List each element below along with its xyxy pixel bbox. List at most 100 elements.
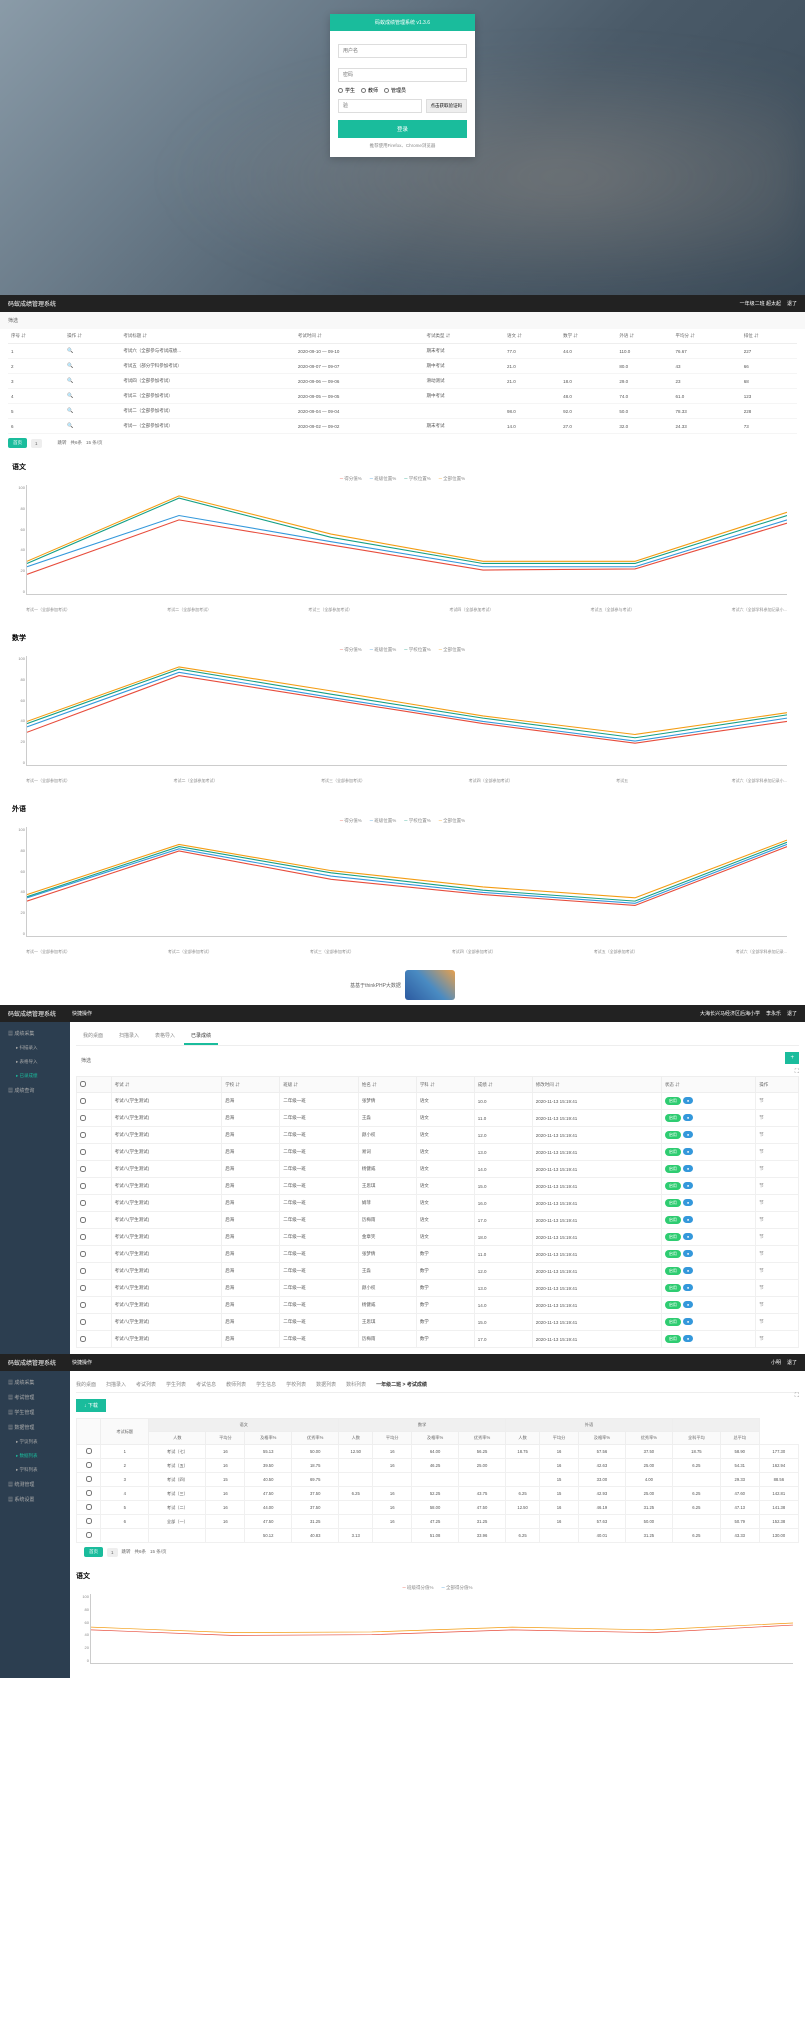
password-input[interactable] bbox=[338, 68, 467, 82]
tab[interactable]: 一年级二班 > 考试成绩 bbox=[376, 1381, 427, 1388]
row-action[interactable]: 节 bbox=[759, 1183, 764, 1188]
row-checkbox[interactable] bbox=[80, 1098, 86, 1104]
row-checkbox[interactable] bbox=[80, 1217, 86, 1223]
select-all-checkbox[interactable] bbox=[80, 1081, 86, 1087]
col-header[interactable]: 排位 ⇵ bbox=[741, 329, 797, 344]
row-checkbox[interactable] bbox=[86, 1532, 92, 1538]
row-action[interactable]: 节 bbox=[759, 1149, 764, 1154]
col-header[interactable]: 学校 ⇵ bbox=[222, 1077, 280, 1093]
row-checkbox[interactable] bbox=[80, 1132, 86, 1138]
row-checkbox[interactable] bbox=[80, 1149, 86, 1155]
row-checkbox[interactable] bbox=[80, 1234, 86, 1240]
maximize-icon[interactable]: ⛶ bbox=[795, 1393, 799, 1400]
view-icon[interactable]: 🔍 bbox=[67, 378, 73, 384]
tab[interactable]: 扫描录入 bbox=[106, 1381, 126, 1388]
role-admin[interactable]: 管理员 bbox=[384, 87, 406, 94]
sidebar-item[interactable]: ▸ 扫描录入 bbox=[0, 1041, 70, 1055]
pager-perpage[interactable]: 15 条/页 bbox=[86, 440, 103, 446]
row-checkbox[interactable] bbox=[86, 1490, 92, 1496]
col-header[interactable]: 平均分 ⇵ bbox=[672, 329, 740, 344]
row-action[interactable]: 节 bbox=[759, 1319, 764, 1324]
row-checkbox[interactable] bbox=[80, 1183, 86, 1189]
row-action[interactable]: 节 bbox=[759, 1285, 764, 1290]
sidebar-item[interactable]: ▦ 成绩查询 bbox=[0, 1083, 70, 1098]
view-icon[interactable]: 🔍 bbox=[67, 363, 73, 369]
logout-link[interactable]: 退了 bbox=[787, 300, 797, 307]
tab[interactable]: 数科列表 bbox=[346, 1381, 366, 1388]
col-header[interactable]: 序号 ⇵ bbox=[8, 329, 64, 344]
login-button[interactable]: 登录 bbox=[338, 120, 467, 138]
row-checkbox[interactable] bbox=[80, 1251, 86, 1257]
col-header[interactable]: 外语 ⇵ bbox=[616, 329, 672, 344]
maximize-icon[interactable]: ⛶ bbox=[795, 1069, 799, 1076]
sidebar-item[interactable]: ▸ 学科列表 bbox=[0, 1463, 70, 1477]
row-checkbox[interactable] bbox=[80, 1302, 86, 1308]
col-header[interactable]: 语文 ⇵ bbox=[504, 329, 560, 344]
tab[interactable]: 我的桌面 bbox=[76, 1028, 110, 1045]
tab[interactable]: 扫描录入 bbox=[112, 1028, 146, 1045]
col-header[interactable]: 考试类型 ⇵ bbox=[424, 329, 505, 344]
row-checkbox[interactable] bbox=[86, 1476, 92, 1482]
col-header[interactable]: 考试 ⇵ bbox=[111, 1077, 222, 1093]
row-checkbox[interactable] bbox=[86, 1504, 92, 1510]
captcha-input[interactable] bbox=[338, 99, 422, 113]
role-student[interactable]: 学生 bbox=[338, 87, 355, 94]
view-icon[interactable]: 🔍 bbox=[67, 423, 73, 429]
row-action[interactable]: 节 bbox=[759, 1098, 764, 1103]
sidebar-item[interactable]: ▦ 成绩采集 bbox=[0, 1026, 70, 1041]
tab[interactable]: 我的桌面 bbox=[76, 1381, 96, 1388]
col-header[interactable]: 数学 ⇵ bbox=[560, 329, 616, 344]
row-checkbox[interactable] bbox=[86, 1448, 92, 1454]
row-checkbox[interactable] bbox=[86, 1518, 92, 1524]
row-action[interactable]: 节 bbox=[759, 1268, 764, 1273]
sidebar-item[interactable]: ▸ 学议列表 bbox=[0, 1435, 70, 1449]
username-input[interactable] bbox=[338, 44, 467, 58]
col-header[interactable]: 操作 bbox=[756, 1077, 799, 1093]
row-checkbox[interactable] bbox=[80, 1115, 86, 1121]
row-action[interactable]: 节 bbox=[759, 1166, 764, 1171]
row-action[interactable]: 节 bbox=[759, 1217, 764, 1222]
col-header[interactable]: 姓名 ⇵ bbox=[358, 1077, 416, 1093]
row-action[interactable]: 节 bbox=[759, 1132, 764, 1137]
tab[interactable]: 考试列表 bbox=[136, 1381, 156, 1388]
tab[interactable]: 教师列表 bbox=[226, 1381, 246, 1388]
row-checkbox[interactable] bbox=[80, 1166, 86, 1172]
sidebar-item[interactable]: ▸ 数据列表 bbox=[0, 1449, 70, 1463]
tab[interactable]: 已录成绩 bbox=[184, 1028, 218, 1045]
row-action[interactable]: 节 bbox=[759, 1115, 764, 1120]
sidebar-item[interactable]: ▦ 数据管理 bbox=[0, 1420, 70, 1435]
sidebar-item[interactable]: ▦ 系统设置 bbox=[0, 1492, 70, 1507]
row-action[interactable]: 节 bbox=[759, 1234, 764, 1239]
col-header[interactable]: 学科 ⇵ bbox=[416, 1077, 474, 1093]
download-button[interactable]: ↓ 下载 bbox=[76, 1399, 106, 1412]
row-checkbox[interactable] bbox=[80, 1336, 86, 1342]
tab[interactable]: 数据列表 bbox=[316, 1381, 336, 1388]
pager-current[interactable]: 1 bbox=[31, 439, 42, 448]
col-header[interactable] bbox=[77, 1077, 112, 1093]
row-action[interactable]: 节 bbox=[759, 1302, 764, 1307]
pager-first[interactable]: 首页 bbox=[8, 438, 27, 448]
pager-perpage[interactable]: 15 条/页 bbox=[150, 1549, 167, 1555]
view-icon[interactable]: 🔍 bbox=[67, 348, 73, 354]
row-checkbox[interactable] bbox=[80, 1285, 86, 1291]
sidebar-item[interactable]: ▦ 成绩采集 bbox=[0, 1375, 70, 1390]
tab[interactable]: 学生信息 bbox=[256, 1381, 276, 1388]
col-header[interactable]: 考试标题 ⇵ bbox=[120, 329, 295, 344]
role-teacher[interactable]: 教师 bbox=[361, 87, 378, 94]
row-checkbox[interactable] bbox=[80, 1319, 86, 1325]
sidebar-item[interactable]: ▦ 统测管理 bbox=[0, 1477, 70, 1492]
col-header[interactable]: 考试时间 ⇵ bbox=[295, 329, 424, 344]
captcha-button[interactable]: 点击获取验证码 bbox=[426, 99, 468, 113]
logout-link[interactable]: 退了 bbox=[787, 1010, 797, 1017]
col-header[interactable]: 操作 ⇵ bbox=[64, 329, 120, 344]
quick-action[interactable]: 快捷操作 bbox=[68, 1357, 96, 1368]
row-checkbox[interactable] bbox=[80, 1200, 86, 1206]
sidebar-item[interactable]: ▦ 学生管理 bbox=[0, 1405, 70, 1420]
tab[interactable]: 学生列表 bbox=[166, 1381, 186, 1388]
col-header[interactable]: 状态 ⇵ bbox=[661, 1077, 755, 1093]
col-header[interactable]: 班级 ⇵ bbox=[280, 1077, 359, 1093]
row-checkbox[interactable] bbox=[86, 1462, 92, 1468]
view-icon[interactable]: 🔍 bbox=[67, 393, 73, 399]
view-icon[interactable]: 🔍 bbox=[67, 408, 73, 414]
pager-current[interactable]: 1 bbox=[107, 1548, 118, 1557]
